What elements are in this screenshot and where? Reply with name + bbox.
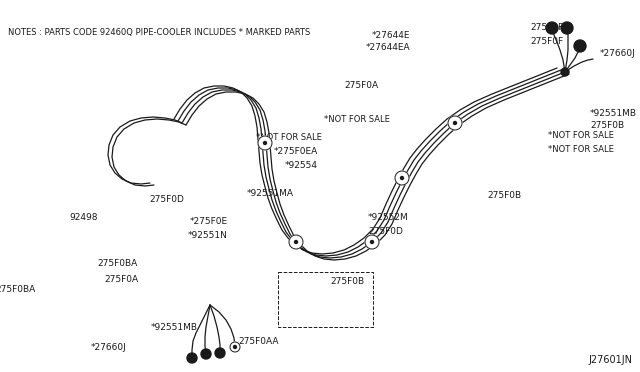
Text: *275F0EA: *275F0EA — [274, 148, 318, 157]
Circle shape — [365, 235, 379, 249]
Circle shape — [201, 349, 211, 359]
Text: *92551MA: *92551MA — [247, 189, 294, 198]
Text: 275F0BA: 275F0BA — [0, 285, 36, 295]
Text: *NOT FOR SALE: *NOT FOR SALE — [256, 134, 322, 142]
Circle shape — [294, 241, 298, 244]
Text: 92498: 92498 — [70, 214, 98, 222]
Circle shape — [448, 116, 462, 130]
Text: *92552M: *92552M — [368, 214, 409, 222]
Text: *92554: *92554 — [285, 160, 318, 170]
Text: *27660J: *27660J — [600, 49, 636, 58]
Circle shape — [454, 122, 456, 125]
Circle shape — [574, 40, 586, 52]
Text: *27644E: *27644E — [371, 31, 410, 39]
Text: 275F0B: 275F0B — [487, 190, 521, 199]
Text: 275F0D: 275F0D — [149, 196, 184, 205]
Text: 275F0AA: 275F0AA — [238, 337, 278, 346]
Circle shape — [401, 176, 403, 180]
Text: 275F0A: 275F0A — [344, 80, 378, 90]
Circle shape — [215, 348, 225, 358]
Text: *92551MB: *92551MB — [590, 109, 637, 118]
Circle shape — [187, 353, 197, 363]
Circle shape — [258, 136, 272, 150]
Circle shape — [395, 171, 409, 185]
Text: 275F0B: 275F0B — [330, 278, 364, 286]
Text: NOTES : PARTS CODE 92460Q PIPE-COOLER INCLUDES * MARKED PARTS: NOTES : PARTS CODE 92460Q PIPE-COOLER IN… — [8, 28, 310, 36]
Text: J27601JN: J27601JN — [588, 355, 632, 365]
Text: 275F0BA: 275F0BA — [98, 259, 138, 267]
Circle shape — [264, 141, 266, 144]
Circle shape — [561, 22, 573, 34]
Text: *27660J: *27660J — [90, 343, 126, 353]
Circle shape — [230, 342, 240, 352]
Text: *NOT FOR SALE: *NOT FOR SALE — [548, 131, 614, 141]
Circle shape — [289, 235, 303, 249]
Text: 275F0B: 275F0B — [590, 122, 624, 131]
Circle shape — [234, 346, 237, 349]
Text: *NOT FOR SALE: *NOT FOR SALE — [324, 115, 390, 125]
Circle shape — [371, 241, 374, 244]
Circle shape — [561, 68, 569, 76]
Bar — [278, 272, 373, 327]
Text: *NOT FOR SALE: *NOT FOR SALE — [548, 144, 614, 154]
Text: *92551N: *92551N — [188, 231, 228, 240]
Text: 275F0A: 275F0A — [104, 276, 138, 285]
Text: *27644EA: *27644EA — [365, 44, 410, 52]
Text: 275F0D: 275F0D — [368, 227, 403, 235]
Circle shape — [546, 22, 558, 34]
Text: 275F0F: 275F0F — [530, 36, 563, 45]
Text: 275F0F: 275F0F — [530, 23, 563, 32]
Text: *92551MB: *92551MB — [151, 324, 198, 333]
Text: *275F0E: *275F0E — [190, 218, 228, 227]
